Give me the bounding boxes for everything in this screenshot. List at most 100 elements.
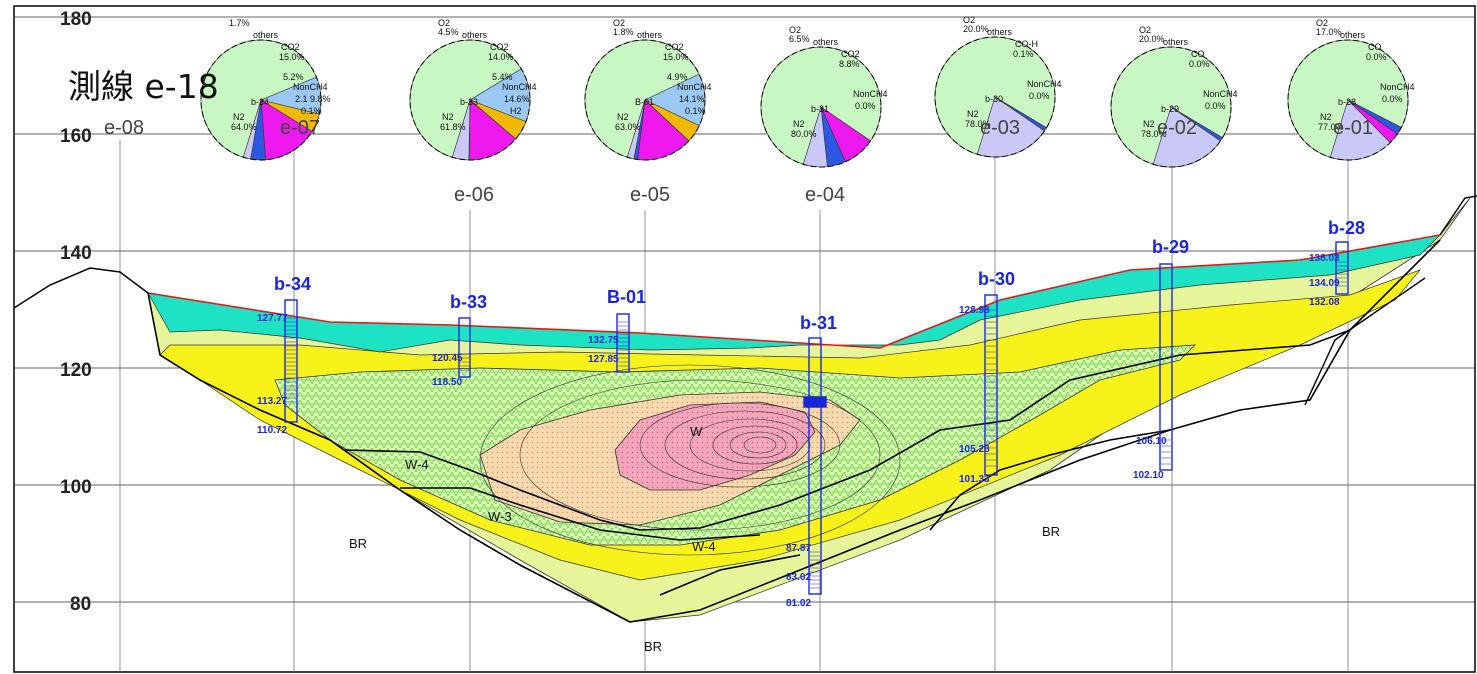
pie-label: 20.0% (963, 24, 989, 34)
pie-slice (200, 39, 317, 158)
pie-label: 64.0% (231, 122, 257, 132)
pie-label: 1.8% (613, 27, 634, 37)
survey-line-labels: e-08 e-07 e-03 e-02 e-01 e-06 e-05 e-04 (104, 117, 1373, 206)
pie-label: NonCH4 (1380, 82, 1415, 92)
pie-outline (200, 39, 322, 161)
pie-label: N2 (233, 112, 245, 122)
pie-label: 0.1% (685, 106, 706, 116)
pie-label: 0.0% (1029, 91, 1050, 101)
pie-label: others (253, 30, 279, 40)
pie-label: N2 (793, 119, 805, 129)
pie-label: others (813, 37, 839, 47)
survey-line-label: e-07 (280, 117, 320, 139)
y-tick: 140 (60, 243, 92, 264)
borehole-B-01[interactable] (616, 313, 630, 373)
borehole-elev: 81.02 (786, 598, 811, 609)
layer-label: BR (1042, 524, 1060, 539)
y-tick: 100 (60, 477, 92, 498)
borehole-b-29[interactable] (1159, 263, 1173, 471)
borehole-elev: 102.10 (1133, 470, 1164, 481)
pie-label: 0.0% (1205, 101, 1226, 111)
borehole-elev: 127.85 (588, 354, 619, 365)
pie-outline (584, 39, 706, 161)
y-tick: 120 (60, 360, 92, 381)
pie-label: 14.1% (679, 94, 705, 104)
pie-label: 77.0% (1318, 122, 1344, 132)
pie-outline (409, 39, 531, 161)
borehole-elev: 83.02 (786, 572, 811, 583)
borehole-b-34[interactable] (284, 299, 298, 423)
pie-slice (644, 73, 706, 127)
pie-label: N2 (1143, 119, 1155, 129)
borehole-b-28[interactable] (1335, 241, 1349, 295)
pie-label: N2 (967, 109, 979, 119)
borehole-name: b-33 (450, 292, 487, 312)
pie-label: 80.0% (791, 129, 817, 139)
borehole-elev: 120.45 (432, 353, 463, 364)
pie-label: 15.0% (663, 52, 689, 62)
layer-label: W (690, 424, 703, 439)
pie-label: b-28 (1338, 97, 1356, 107)
pie-label: 6.5% (789, 34, 810, 44)
pie-label: 78.0% (965, 119, 991, 129)
borehole-elev: 132.08 (1309, 297, 1340, 308)
pie-label: B-01 (635, 97, 654, 107)
pie-label: 5.4% (492, 72, 513, 82)
pie-label: 4.5% (438, 27, 459, 37)
borehole-name: b-28 (1328, 218, 1365, 238)
pie-label: NonCH4 (1027, 79, 1062, 89)
borehole-elev: 118.50 (432, 377, 462, 388)
pie-label: O2 (789, 25, 801, 35)
layer-label: W-4 (692, 539, 716, 554)
borehole-name: B-01 (607, 287, 646, 307)
geology-layers (13, 195, 1477, 623)
pie-outline (760, 46, 882, 168)
y-tick: 180 (60, 9, 92, 30)
pie-label: 61.8% (440, 122, 466, 132)
terrain-profile (13, 267, 149, 309)
pie-label: CO-H (1015, 39, 1038, 49)
borehole-name: b-31 (800, 313, 837, 333)
pie-label: 8.8% (839, 59, 860, 69)
pie-label: others (637, 30, 663, 40)
pie-label: N2 (442, 112, 454, 122)
bedrock-boundary (147, 239, 1441, 623)
pie-label: CO (1191, 49, 1205, 59)
pie-label: NonCH4 (502, 82, 537, 92)
y-axis: 180 160 140 120 100 80 (60, 9, 92, 615)
borehole-elev: 127.77 (257, 313, 288, 324)
pie-label: 15.0% (279, 52, 305, 62)
pie-label: others (987, 27, 1013, 37)
borehole-elev: 87.87 (786, 543, 811, 554)
pie-label: 17.0% (1316, 27, 1342, 37)
survey-line-label: e-04 (805, 184, 845, 206)
pie-label: O2 (613, 18, 625, 28)
layer-label: BR (644, 639, 662, 654)
pie-label: 0.1% (1013, 49, 1034, 59)
borehole-name: b-34 (274, 274, 311, 294)
layer-labels: W-4 W-3 W-4 W BR BR BR (349, 424, 1060, 654)
pie-label: 0.1% (301, 106, 322, 116)
pie-label: 0.0% (1189, 59, 1210, 69)
pie-slice (260, 99, 313, 161)
pie-label: CO2 (281, 42, 300, 52)
survey-line-label: e-03 (980, 117, 1020, 139)
borehole-b-33[interactable] (458, 317, 471, 378)
borehole-b-31[interactable] (803, 337, 827, 595)
boreholes (284, 241, 1349, 595)
borehole-elev: 138.03 (1309, 253, 1340, 264)
pie-label: b-29 (1161, 104, 1179, 114)
pie-outline (1287, 39, 1409, 161)
ground-surface (147, 234, 1441, 349)
pie-label: 14.0% (488, 52, 514, 62)
pie-label: NonCH4 (677, 82, 712, 92)
pie-label: O2 (963, 15, 975, 25)
borehole-b-30[interactable] (984, 294, 998, 476)
